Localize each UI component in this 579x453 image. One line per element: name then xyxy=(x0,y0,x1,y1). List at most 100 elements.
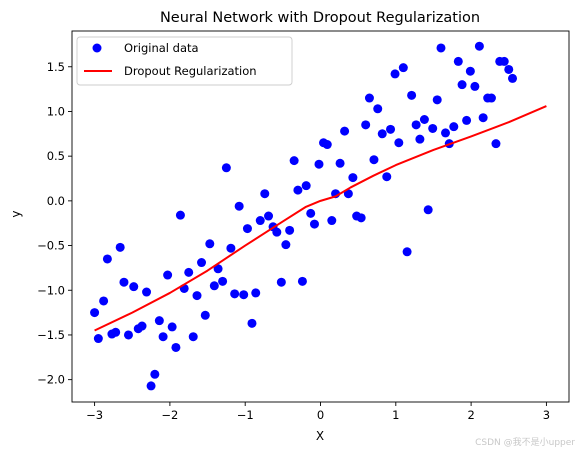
data-point xyxy=(449,122,459,132)
data-point xyxy=(188,332,198,342)
data-point xyxy=(197,258,207,268)
legend: Original data Dropout Regularization xyxy=(76,36,293,86)
data-point xyxy=(301,181,311,191)
data-point xyxy=(327,216,337,226)
data-point xyxy=(398,63,408,73)
data-point xyxy=(386,124,396,134)
x-tick-label: 0 xyxy=(317,408,324,422)
data-point xyxy=(478,113,488,123)
y-tick-label: −2.0 xyxy=(37,373,65,387)
data-point xyxy=(221,163,231,173)
data-point xyxy=(377,129,387,139)
x-tick-label: 3 xyxy=(543,408,550,422)
data-point xyxy=(394,138,404,148)
data-point xyxy=(297,276,307,286)
x-tick-label: −1 xyxy=(237,408,254,422)
y-tick-label: 1.5 xyxy=(47,60,65,74)
data-point xyxy=(335,158,345,168)
data-point xyxy=(340,126,350,136)
data-point xyxy=(419,115,429,125)
data-point xyxy=(242,224,252,234)
x-tick-label: 2 xyxy=(467,408,474,422)
axis-ticks: −3 −2 −1 0 1 2 3 −2.0 −1.5 −1.0 −0.5 0.0 0.5 1.0 1.5 xyxy=(37,60,550,422)
data-point xyxy=(423,205,433,215)
data-point xyxy=(462,115,472,125)
legend-marker-original-data xyxy=(92,43,102,53)
data-point xyxy=(436,43,446,53)
data-point xyxy=(102,254,112,264)
data-point xyxy=(306,208,316,218)
line-series xyxy=(94,105,547,332)
watermark: CSDN @我不是小upper xyxy=(475,437,575,448)
data-point xyxy=(154,316,164,326)
data-point xyxy=(382,172,392,182)
data-point xyxy=(432,95,442,105)
data-point xyxy=(129,282,139,292)
data-point xyxy=(364,93,374,103)
data-point xyxy=(142,287,152,297)
data-point xyxy=(390,69,400,79)
data-point xyxy=(314,159,324,169)
data-point xyxy=(415,134,425,144)
data-point xyxy=(470,81,480,91)
dropout-regularization-line xyxy=(94,105,547,332)
data-point xyxy=(491,139,501,149)
data-point xyxy=(453,56,463,66)
chart-title: Neural Network with Dropout Regularizati… xyxy=(160,10,480,26)
data-point xyxy=(200,310,210,320)
data-point xyxy=(356,213,366,223)
data-point xyxy=(255,216,265,226)
data-point xyxy=(373,104,383,114)
data-point xyxy=(289,156,299,166)
data-point xyxy=(285,225,295,235)
data-point xyxy=(213,264,223,274)
data-point xyxy=(90,308,100,318)
x-tick-label: −3 xyxy=(86,408,103,422)
y-tick-label: 0.5 xyxy=(47,149,65,163)
data-point xyxy=(205,239,215,249)
data-point xyxy=(115,242,125,252)
data-point xyxy=(218,276,228,286)
data-point xyxy=(234,201,244,211)
data-point xyxy=(264,211,274,221)
data-point xyxy=(407,90,417,100)
data-point xyxy=(348,173,358,183)
data-point xyxy=(402,247,412,257)
legend-box xyxy=(76,36,293,86)
data-point xyxy=(309,219,319,229)
data-point xyxy=(369,155,379,165)
data-point xyxy=(343,189,353,199)
data-point xyxy=(361,120,371,130)
data-point xyxy=(272,227,282,237)
data-point xyxy=(167,322,177,332)
data-point xyxy=(150,369,160,379)
data-point xyxy=(123,330,133,340)
data-point xyxy=(251,288,261,298)
y-tick-label: −0.5 xyxy=(37,239,65,253)
y-tick-label: −1.5 xyxy=(37,328,65,342)
plot-frame xyxy=(71,30,570,403)
data-point xyxy=(171,342,181,352)
legend-label-dropout: Dropout Regularization xyxy=(124,64,257,78)
data-point xyxy=(486,93,496,103)
data-point xyxy=(163,270,173,280)
data-point xyxy=(239,290,249,300)
data-point xyxy=(293,185,303,195)
legend-label-original-data: Original data xyxy=(124,41,199,55)
data-point xyxy=(146,381,156,391)
data-point xyxy=(93,334,103,344)
data-point xyxy=(504,64,514,74)
scatter-points xyxy=(90,41,518,391)
x-tick-label: 1 xyxy=(392,408,399,422)
data-point xyxy=(411,120,421,130)
y-tick-label: −1.0 xyxy=(37,283,65,297)
data-point xyxy=(119,277,129,287)
data-point xyxy=(441,128,451,138)
data-point xyxy=(111,327,121,337)
data-point xyxy=(499,56,509,66)
y-axis-label: y xyxy=(9,210,23,217)
data-point xyxy=(158,332,168,342)
data-point xyxy=(175,210,185,220)
x-tick-label: −2 xyxy=(161,408,178,422)
